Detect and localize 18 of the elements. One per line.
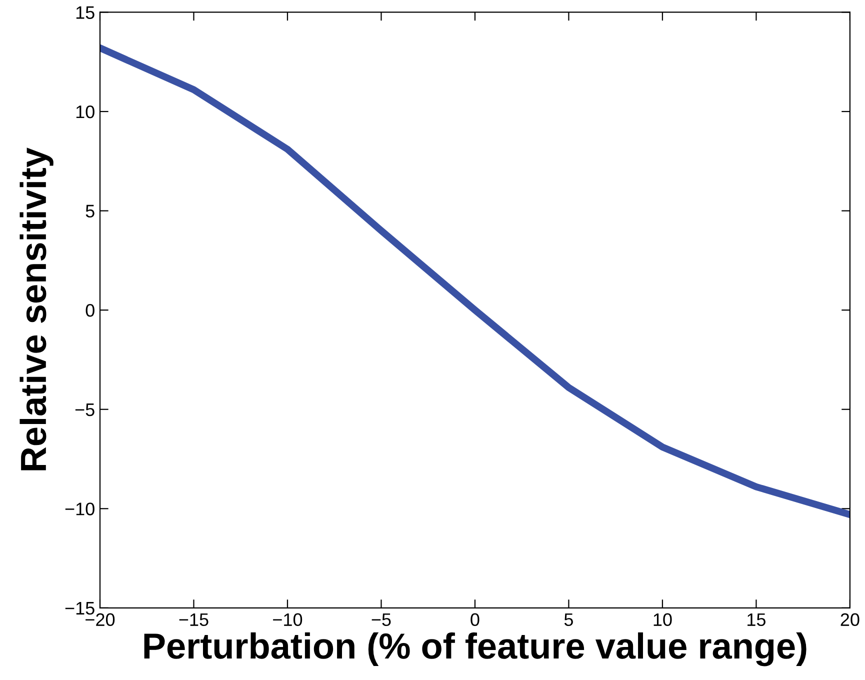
y-tick-label: 5: [86, 204, 94, 218]
y-tick-label: 15: [76, 6, 94, 19]
x-tick-label: 20: [840, 613, 860, 626]
x-tick-label: −10: [273, 613, 302, 626]
x-tick-label: −5: [372, 613, 391, 626]
x-tick-label: 15: [748, 613, 766, 626]
y-tick-label: −10: [65, 502, 94, 516]
y-axis-title: Relative sensitivity: [20, 148, 54, 470]
x-tick-label: 0: [470, 613, 480, 626]
x-tick-label: 10: [654, 613, 672, 626]
y-tick-label: −5: [75, 403, 94, 416]
y-tick-label: 0: [86, 304, 94, 317]
y-tick-label: 10: [76, 105, 94, 118]
x-axis-title: Perturbation (% of feature value range): [144, 632, 806, 666]
x-tick-label: −20: [86, 613, 115, 626]
x-tick-label: −15: [179, 613, 208, 626]
y-tick-label: −15: [65, 602, 94, 615]
x-tick-label: 5: [564, 613, 573, 626]
